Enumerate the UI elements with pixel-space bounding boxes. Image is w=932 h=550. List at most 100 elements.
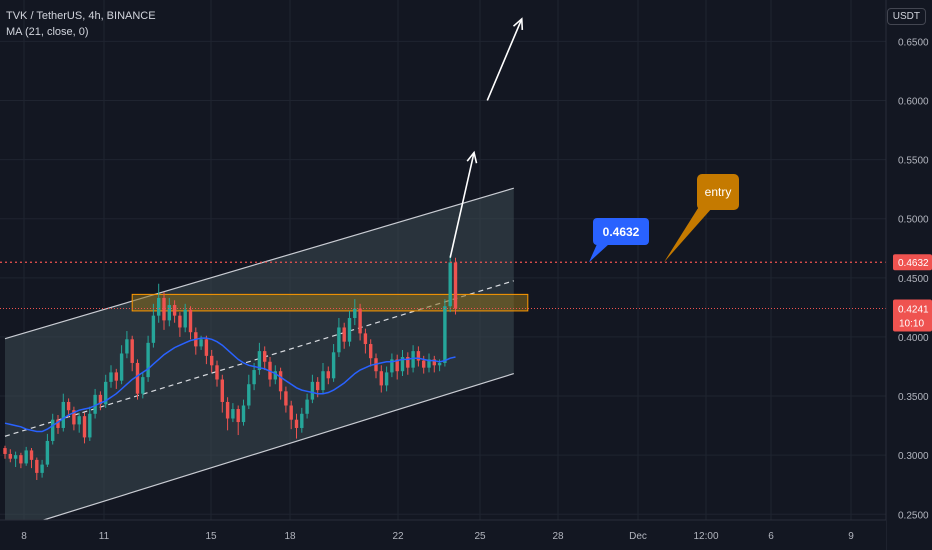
candle-body bbox=[188, 309, 193, 333]
candle-body bbox=[82, 416, 87, 438]
symbol-title[interactable]: TVK / TetherUS, 4h, BINANCE bbox=[6, 10, 156, 22]
time-tick-label: Dec bbox=[629, 531, 647, 542]
time-tick-label: 28 bbox=[552, 531, 564, 542]
candle-body bbox=[294, 419, 299, 428]
entry-callout-pointer bbox=[664, 205, 712, 263]
arrow-line[interactable] bbox=[449, 152, 475, 258]
resistance-zone[interactable] bbox=[131, 293, 529, 312]
candles bbox=[3, 255, 458, 480]
price-axis[interactable]: 0.6500 0.6000 0.5500 0.5000 0.4500 0.4000 0.35… bbox=[885, 0, 932, 550]
candle-body bbox=[353, 308, 357, 319]
channel-lower-line[interactable] bbox=[4, 373, 514, 533]
candle-body bbox=[51, 419, 55, 441]
candle-body bbox=[3, 448, 7, 454]
candle-body bbox=[379, 371, 383, 386]
candle-body bbox=[326, 371, 330, 379]
price-tick-label: 0.6000 bbox=[898, 96, 929, 107]
candle-body bbox=[432, 359, 436, 366]
channel-upper-line[interactable] bbox=[4, 187, 514, 340]
currency-button[interactable]: USDT bbox=[886, 8, 926, 25]
candle-body bbox=[178, 315, 182, 328]
candle-body bbox=[284, 391, 288, 406]
candle-body bbox=[56, 419, 60, 428]
candle-body bbox=[162, 297, 166, 321]
candle-body bbox=[384, 372, 389, 386]
zone-rectangle[interactable] bbox=[131, 293, 529, 312]
candle-body bbox=[93, 394, 97, 414]
candle-body bbox=[422, 360, 426, 368]
price-axis-background bbox=[886, 0, 932, 550]
candle-body bbox=[204, 339, 209, 356]
time-tick-label: 9 bbox=[848, 531, 854, 542]
candle-body bbox=[104, 381, 108, 405]
callouts[interactable]: 0.4632 entry bbox=[589, 174, 739, 263]
arrow-line[interactable] bbox=[486, 18, 523, 101]
candle-body bbox=[135, 362, 140, 394]
price-tick-label: 0.3000 bbox=[898, 451, 929, 462]
time-tick-label: 8 bbox=[21, 531, 27, 542]
time-axis[interactable]: 8 11 15 18 22 25 28 Dec 12:00 6 9 bbox=[0, 519, 886, 550]
candle-body bbox=[66, 401, 71, 411]
candle-body bbox=[72, 410, 76, 425]
indicator-label[interactable]: MA (21, close, 0) bbox=[6, 26, 89, 38]
candle-body bbox=[321, 371, 325, 391]
candle-body bbox=[172, 305, 177, 316]
candle-body bbox=[278, 371, 283, 392]
candle-body bbox=[35, 459, 39, 473]
candle-body bbox=[263, 351, 267, 362]
candle-body bbox=[8, 453, 12, 459]
arrows[interactable] bbox=[449, 17, 524, 258]
bar-countdown-label: 10:10 bbox=[899, 318, 924, 329]
candle-body bbox=[19, 455, 23, 464]
current-price-label-bg bbox=[893, 299, 932, 332]
candle-body bbox=[358, 308, 362, 334]
candle-body bbox=[273, 371, 277, 380]
time-axis-background bbox=[0, 520, 886, 550]
candle-body bbox=[114, 372, 118, 381]
candle-body bbox=[40, 464, 44, 473]
entry-callout-box[interactable] bbox=[697, 174, 739, 210]
candle-body bbox=[119, 353, 124, 381]
chart-legend: TVK / TetherUS, 4h, BINANCE MA (21, clos… bbox=[6, 8, 156, 40]
entry-callout-text: entry bbox=[705, 185, 732, 199]
candle-body bbox=[448, 262, 452, 307]
candle-body bbox=[29, 450, 34, 460]
candle-body bbox=[289, 405, 293, 420]
time-tick-label: 11 bbox=[99, 531, 110, 542]
candle-body bbox=[390, 359, 394, 373]
candle-body bbox=[247, 384, 251, 406]
candle-body bbox=[305, 399, 309, 414]
arrow-head bbox=[466, 150, 478, 164]
candle-body bbox=[316, 381, 320, 391]
candle-body bbox=[363, 333, 368, 345]
candle-body bbox=[157, 297, 161, 316]
candle-body bbox=[13, 455, 18, 459]
candle-body bbox=[215, 365, 219, 380]
candle-body bbox=[310, 381, 315, 400]
price-callout-text: 0.4632 bbox=[603, 225, 640, 239]
time-tick-label: 15 bbox=[205, 531, 217, 542]
current-price-label: 0.4241 bbox=[898, 304, 929, 315]
last-price-label-bg bbox=[893, 254, 932, 271]
candle-body bbox=[77, 416, 81, 425]
candle-body bbox=[337, 327, 341, 353]
candle-body bbox=[437, 362, 442, 366]
candle-body bbox=[331, 352, 336, 379]
candle-body bbox=[342, 327, 346, 342]
candle-body bbox=[24, 450, 28, 464]
candle-body bbox=[183, 309, 187, 328]
candle-body bbox=[252, 370, 256, 385]
candle-body bbox=[411, 351, 415, 368]
candle-body bbox=[369, 344, 373, 359]
time-tick-label: 6 bbox=[768, 531, 774, 542]
last-price-label: 0.4632 bbox=[898, 258, 929, 269]
price-callout-box[interactable] bbox=[593, 218, 649, 245]
candle-body bbox=[225, 401, 230, 419]
candle-body bbox=[199, 339, 203, 347]
candle-body bbox=[400, 357, 405, 372]
candle-body bbox=[241, 405, 246, 423]
candle-body bbox=[236, 409, 240, 423]
candle-body bbox=[141, 377, 145, 394]
price-tick-label: 0.5000 bbox=[898, 215, 929, 226]
